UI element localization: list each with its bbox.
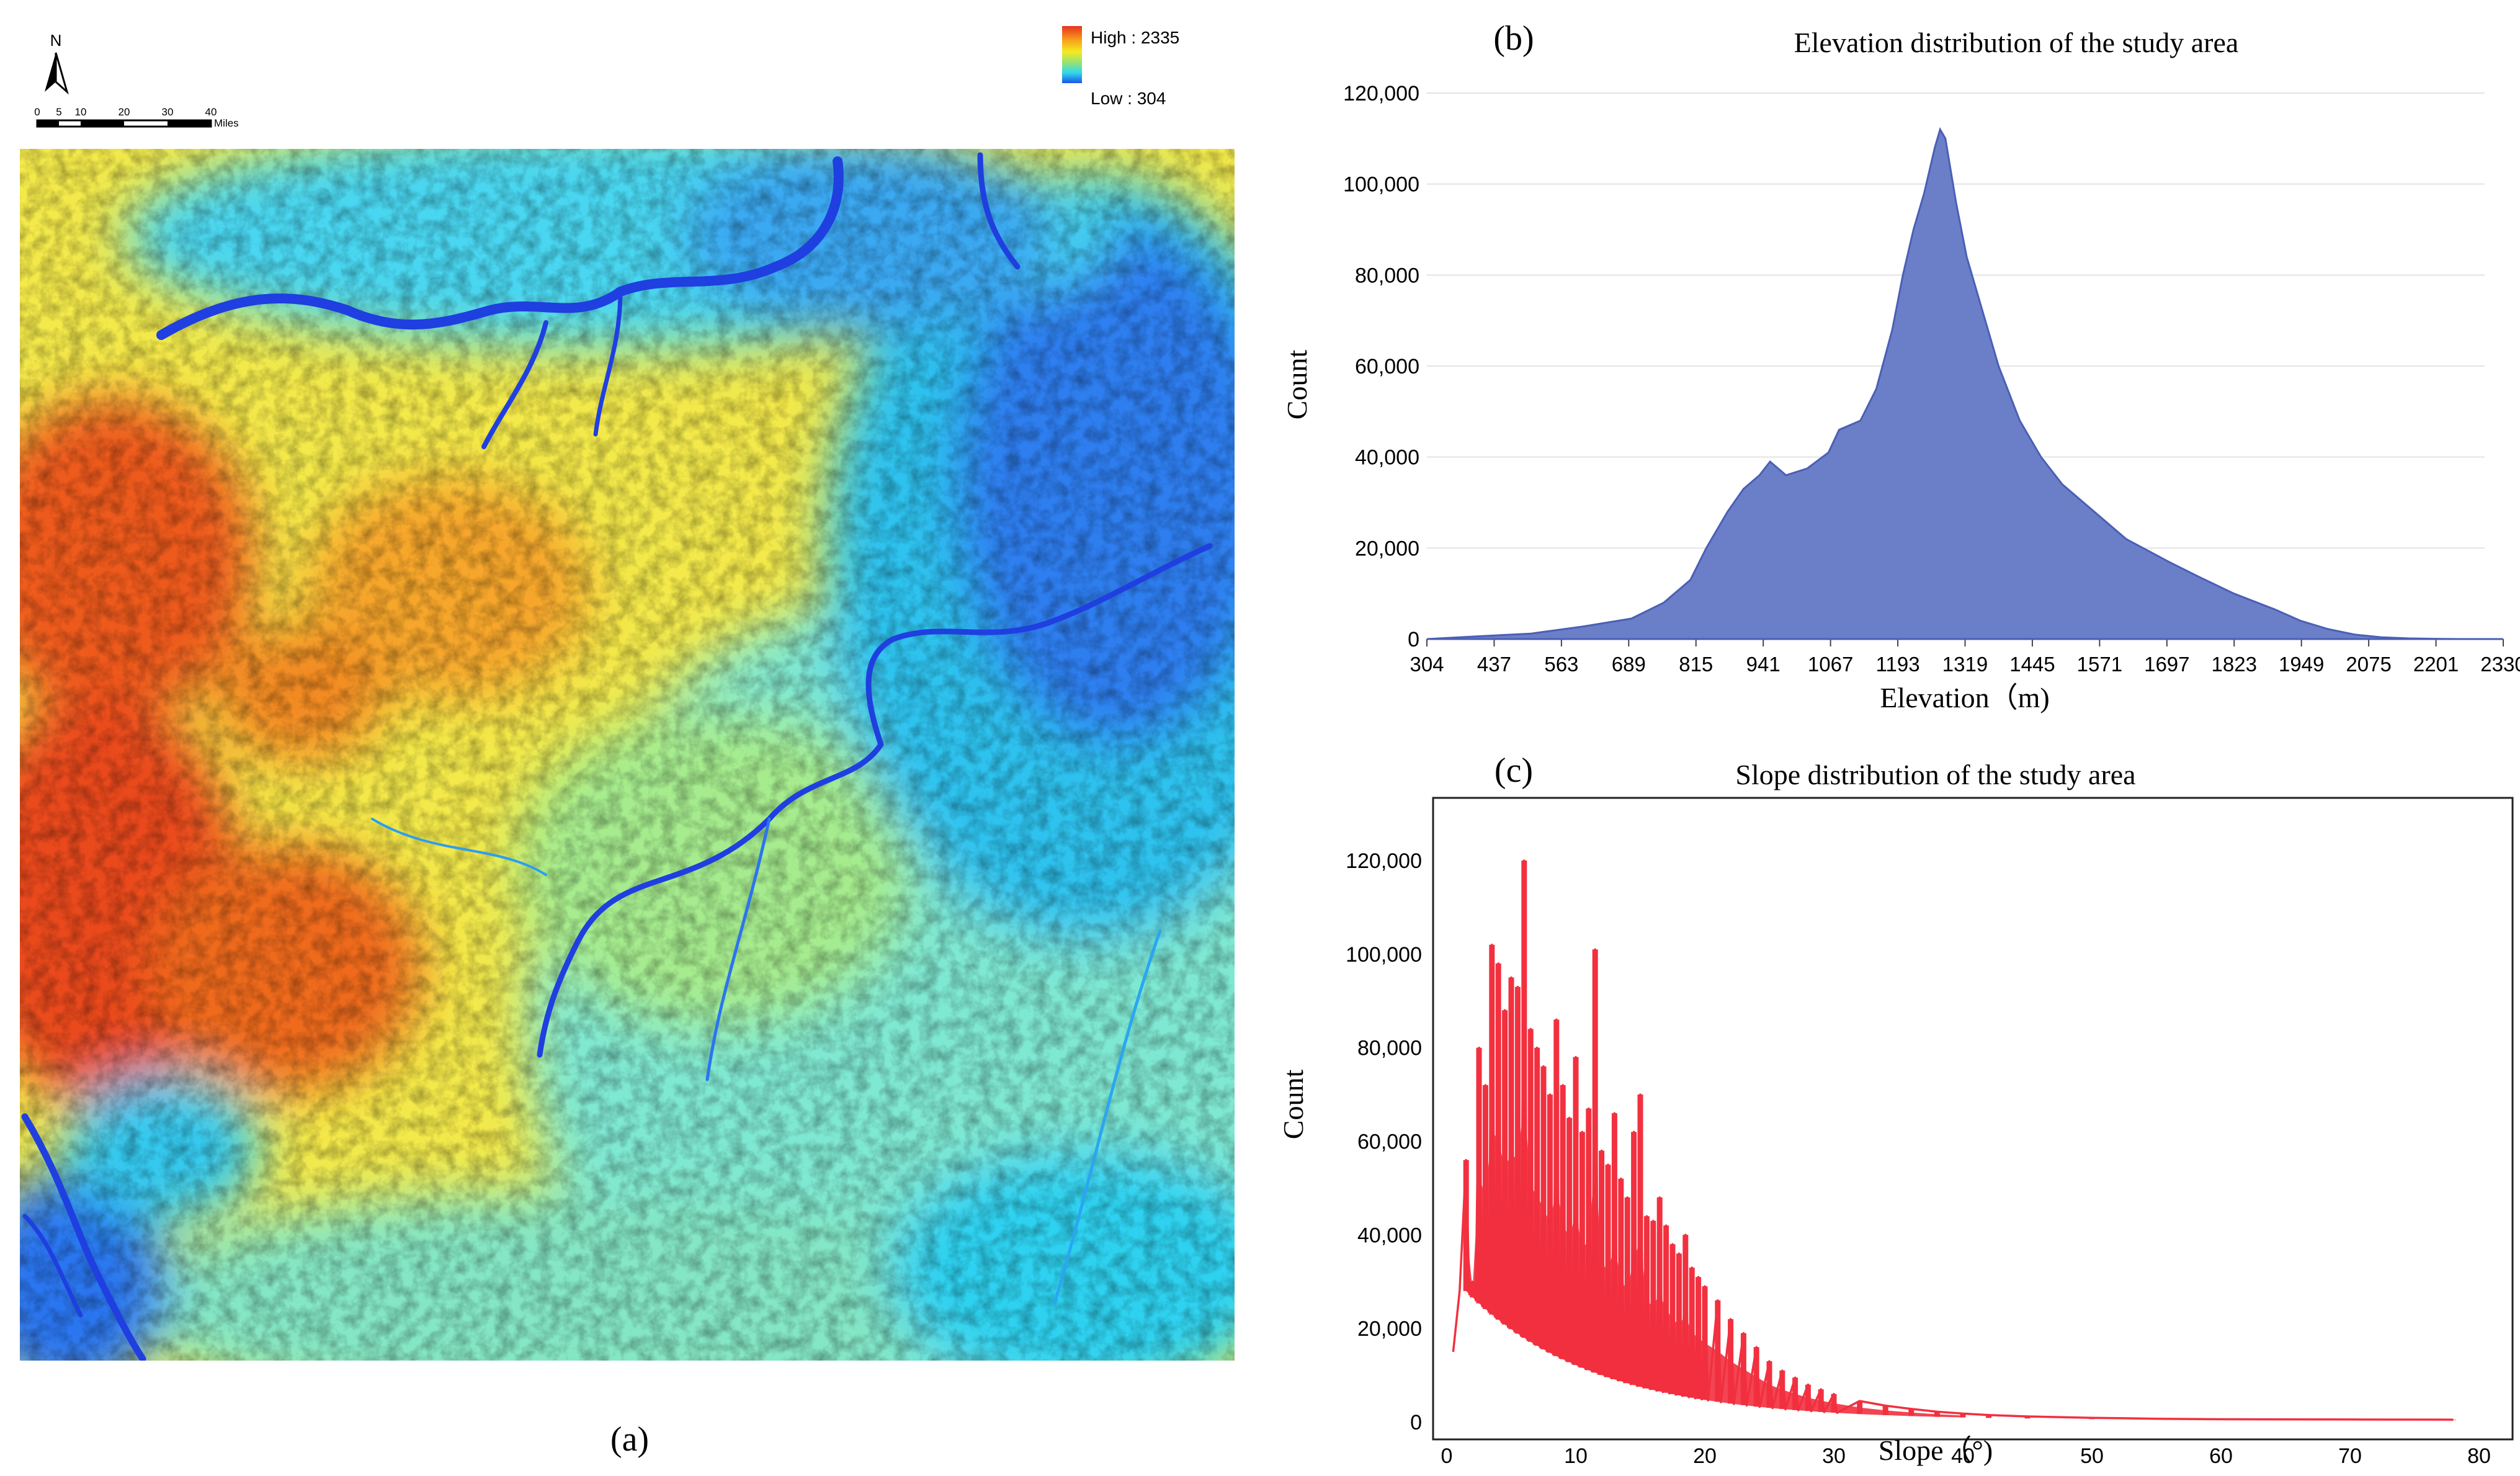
- elevation-area-series: [1426, 127, 2503, 640]
- elevation-x-tick-label: 563: [1544, 653, 1578, 676]
- elevation-x-tick-label: 1319: [1942, 653, 1988, 676]
- elevation-x-tick-label: 2201: [2413, 653, 2459, 676]
- slope-y-tick-label: 20,000: [1357, 1317, 1422, 1341]
- elevation-x-tick-label: 1193: [1876, 653, 1920, 676]
- slope-y-tick-label: 80,000: [1357, 1037, 1422, 1060]
- elevation-x-tick-label: 1067: [1808, 653, 1853, 676]
- elevation-x-tick-label: 304: [1410, 653, 1444, 676]
- slope-x-tick-label: 20: [1693, 1444, 1717, 1468]
- scale-tick-label: 0: [34, 106, 40, 118]
- elevation-chart-panel: (b) Elevation distribution of the study …: [1259, 0, 2520, 745]
- scale-tick-label: 20: [118, 106, 130, 118]
- slope-density-fill: [1466, 1099, 1963, 1418]
- elevation-x-tick-label: 2330: [2480, 653, 2520, 676]
- legend-high-label: High : 2335: [1091, 28, 1179, 47]
- elevation-y-tick-label: 60,000: [1355, 355, 1419, 378]
- elevation-y-tick-label: 40,000: [1355, 446, 1419, 470]
- legend-low-label: Low : 304: [1091, 89, 1166, 108]
- slope-y-tick-label: 0: [1410, 1411, 1422, 1434]
- scale-tick-label: 40: [205, 106, 217, 118]
- slope-x-tick-label: 80: [2467, 1444, 2491, 1468]
- slope-x-axis-label: Slope（°): [1879, 1434, 1993, 1466]
- dem-raster: [20, 149, 1235, 1361]
- slope-y-tick-label: 60,000: [1357, 1130, 1422, 1154]
- elevation-y-tick-label: 0: [1408, 628, 1419, 651]
- elevation-x-tick-label: 1949: [2279, 653, 2324, 676]
- slope-x-tick-label: 0: [1441, 1444, 1453, 1468]
- map-panel-label: (a): [610, 1420, 649, 1459]
- slope-x-tick-label: 40: [1951, 1444, 1975, 1468]
- slope-chart-panel: (c) Slope distribution of the study area…: [1259, 738, 2520, 1476]
- north-label: N: [50, 31, 62, 50]
- slope-x-tick-label: 30: [1822, 1444, 1846, 1468]
- elevation-x-tick-label: 1445: [2009, 653, 2055, 676]
- elevation-x-tick-label: 2075: [2346, 653, 2391, 676]
- elevation-chart-title: Elevation distribution of the study area: [1794, 27, 2239, 58]
- elevation-y-tick-label: 20,000: [1355, 537, 1419, 560]
- legend-color-ramp: [1062, 26, 1082, 83]
- scale-tick-label: 5: [56, 106, 61, 118]
- elevation-y-axis-label: Count: [1281, 350, 1313, 420]
- elevation-x-tick-label: 941: [1746, 653, 1781, 676]
- elevation-x-tick-label: 1697: [2144, 653, 2189, 676]
- elevation-y-tick-label: 100,000: [1343, 173, 1419, 197]
- elevation-x-tick-label: 815: [1679, 653, 1713, 676]
- elevation-x-tick-label: 1571: [2077, 653, 2122, 676]
- slope-panel-label: (c): [1495, 751, 1533, 790]
- elevation-x-tick-label: 1823: [2212, 653, 2257, 676]
- elevation-legend: High : 2335 Low : 304: [1062, 26, 1179, 108]
- scale-tick-label: 30: [162, 106, 174, 118]
- slope-y-tick-label: 100,000: [1346, 943, 1422, 967]
- elevation-x-tick-label: 689: [1612, 653, 1646, 676]
- scale-bar: 0 5 10 20 30 40 Miles: [34, 106, 238, 129]
- elevation-x-tick-label: 437: [1477, 653, 1511, 676]
- slope-x-tick-label: 70: [2338, 1444, 2362, 1468]
- elevation-y-tick-label: 120,000: [1343, 82, 1419, 105]
- scale-unit: Miles: [214, 117, 239, 129]
- slope-x-tick-label: 60: [2209, 1444, 2233, 1468]
- north-arrow-icon: N: [45, 31, 69, 95]
- slope-x-tick-label: 50: [2080, 1444, 2104, 1468]
- slope-y-axis-label: Count: [1277, 1070, 1309, 1140]
- dem-map-panel: N 0 5 10 20 30 40 Miles High : 2335 Low : 304: [0, 0, 1259, 1476]
- elevation-y-tick-label: 80,000: [1355, 264, 1419, 287]
- elevation-x-axis-label: Elevation（m): [1880, 682, 2049, 713]
- slope-y-tick-label: 40,000: [1357, 1223, 1422, 1247]
- slope-x-tick-label: 10: [1564, 1444, 1588, 1468]
- elevation-panel-label: (b): [1493, 19, 1534, 58]
- slope-chart-title: Slope distribution of the study area: [1735, 759, 2135, 790]
- scale-tick-label: 10: [75, 106, 87, 118]
- slope-y-tick-label: 120,000: [1346, 849, 1422, 873]
